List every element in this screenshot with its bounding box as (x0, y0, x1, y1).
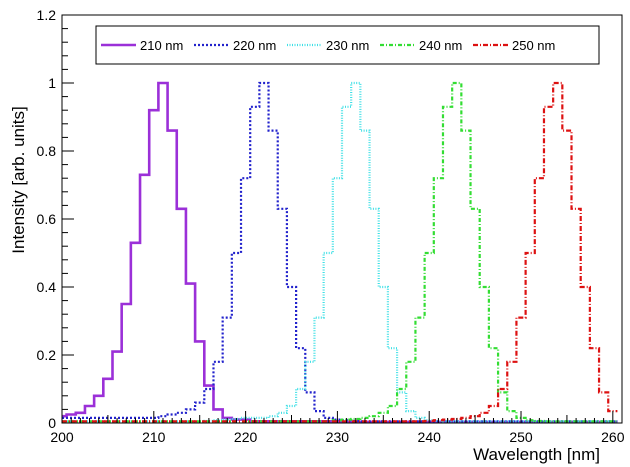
y-tick-label: 1 (48, 75, 56, 91)
series-layer (62, 81, 618, 424)
x-axis-title: Wavelength [nm] (473, 445, 600, 464)
legend-label: 230 nm (326, 38, 369, 53)
x-tick-label: 200 (50, 429, 74, 445)
legend-label: 210 nm (140, 38, 183, 53)
series-250-nm-line (62, 81, 618, 423)
x-tick-label: 260 (601, 429, 625, 445)
legend: 210 nm 220 nm 230 nm 240 nm 250 nm (95, 25, 600, 65)
legend-box (95, 25, 600, 65)
x-tick-label: 220 (234, 429, 258, 445)
y-tick-label: 0.8 (37, 143, 57, 159)
series-240-nm-line (62, 81, 618, 423)
y-tick-label: 0.6 (37, 211, 57, 227)
x-tick-label: 210 (142, 429, 166, 445)
legend-label: 220 nm (233, 38, 276, 53)
legend-label: 240 nm (419, 38, 462, 53)
y-axis: 0 0.2 0.4 0.6 0.8 1 1.2 (37, 7, 74, 431)
y-tick-label: 1.2 (37, 7, 57, 23)
x-tick-label: 230 (326, 429, 350, 445)
y-tick-label: 0.4 (37, 279, 57, 295)
x-axis: 200 210 220 230 240 250 260 (50, 411, 625, 445)
x-tick-label: 250 (509, 429, 533, 445)
legend-label: 250 nm (512, 38, 555, 53)
y-tick-label: 0 (48, 415, 56, 431)
y-tick-label: 0.2 (37, 347, 57, 363)
x-tick-label: 240 (418, 429, 442, 445)
series-210-nm-line (62, 81, 618, 424)
y-axis-title: Intensity [arb. units] (9, 106, 28, 253)
series-230-nm-line (62, 81, 618, 423)
